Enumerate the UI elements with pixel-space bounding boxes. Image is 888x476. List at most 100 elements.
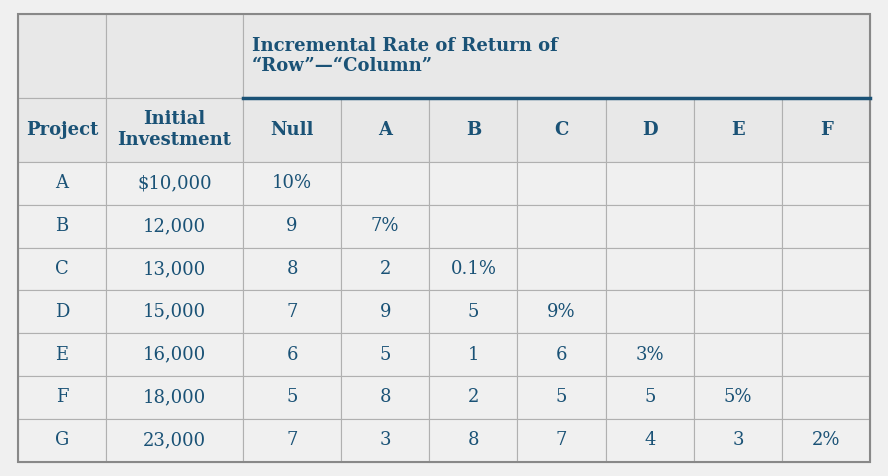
Bar (782, 205, 870, 248)
Text: 6: 6 (556, 346, 567, 364)
Bar (782, 333, 870, 376)
Bar (429, 162, 518, 205)
Text: $10,000: $10,000 (138, 174, 212, 192)
Bar (341, 248, 429, 290)
Text: E: E (55, 346, 68, 364)
Text: 5: 5 (644, 388, 655, 407)
Bar (106, 333, 243, 376)
Bar (18, 162, 106, 205)
Text: 23,000: 23,000 (143, 431, 206, 449)
Bar (694, 248, 782, 290)
Text: D: D (55, 303, 69, 321)
Text: Incremental Rate of Return of
“Row”—“Column”: Incremental Rate of Return of “Row”—“Col… (252, 37, 558, 75)
Bar (106, 290, 243, 333)
Bar (694, 290, 782, 333)
Bar (341, 205, 429, 248)
Bar (694, 162, 782, 205)
Bar (18, 98, 106, 162)
Bar (782, 98, 870, 162)
Text: 9%: 9% (547, 303, 576, 321)
Text: E: E (731, 121, 745, 139)
Text: Initial
Investment: Initial Investment (117, 110, 232, 149)
Bar (606, 290, 694, 333)
Bar (18, 419, 106, 462)
Bar (106, 98, 243, 162)
Text: 7: 7 (287, 431, 297, 449)
Text: 13,000: 13,000 (143, 260, 206, 278)
Text: C: C (554, 121, 569, 139)
Text: 6: 6 (286, 346, 297, 364)
Bar (341, 162, 429, 205)
Bar (243, 333, 341, 376)
Bar (106, 419, 243, 462)
Bar (606, 205, 694, 248)
Bar (243, 248, 341, 290)
Text: 15,000: 15,000 (143, 303, 206, 321)
Text: 8: 8 (379, 388, 391, 407)
Text: F: F (820, 121, 833, 139)
Bar (518, 162, 606, 205)
Bar (106, 162, 243, 205)
Text: 5: 5 (379, 346, 391, 364)
Text: 16,000: 16,000 (143, 346, 206, 364)
Bar (694, 376, 782, 419)
Bar (429, 419, 518, 462)
Bar (18, 290, 106, 333)
Text: 5: 5 (468, 303, 480, 321)
Bar (606, 248, 694, 290)
Text: 7: 7 (287, 303, 297, 321)
Text: 2: 2 (468, 388, 480, 407)
Bar (243, 14, 870, 98)
Bar (106, 14, 243, 98)
Text: A: A (378, 121, 392, 139)
Bar (243, 290, 341, 333)
Text: 9: 9 (286, 217, 297, 235)
Bar (429, 98, 518, 162)
Bar (694, 98, 782, 162)
Text: Null: Null (271, 121, 313, 139)
Bar (18, 376, 106, 419)
Bar (243, 205, 341, 248)
Text: 5: 5 (556, 388, 567, 407)
Bar (341, 333, 429, 376)
Bar (429, 248, 518, 290)
Bar (429, 333, 518, 376)
Bar (243, 419, 341, 462)
Bar (606, 419, 694, 462)
Bar (429, 205, 518, 248)
Bar (694, 419, 782, 462)
Bar (606, 376, 694, 419)
Bar (341, 376, 429, 419)
Text: 0.1%: 0.1% (450, 260, 496, 278)
Text: 18,000: 18,000 (143, 388, 206, 407)
Bar (18, 205, 106, 248)
Bar (341, 98, 429, 162)
Bar (518, 333, 606, 376)
Bar (18, 14, 106, 98)
Bar (694, 205, 782, 248)
Text: 3%: 3% (636, 346, 664, 364)
Text: 7: 7 (556, 431, 567, 449)
Bar (782, 290, 870, 333)
Text: 2: 2 (379, 260, 391, 278)
Text: 9: 9 (379, 303, 391, 321)
Bar (106, 205, 243, 248)
Bar (518, 248, 606, 290)
Text: C: C (55, 260, 68, 278)
Text: 3: 3 (733, 431, 744, 449)
Bar (518, 376, 606, 419)
Bar (782, 419, 870, 462)
Bar (606, 333, 694, 376)
Text: 4: 4 (644, 431, 655, 449)
Bar (518, 419, 606, 462)
Text: 8: 8 (286, 260, 297, 278)
Text: 3: 3 (379, 431, 391, 449)
Text: 2%: 2% (812, 431, 840, 449)
Bar (518, 290, 606, 333)
Text: 1: 1 (468, 346, 480, 364)
Text: Project: Project (26, 121, 98, 139)
Text: 8: 8 (468, 431, 480, 449)
Text: G: G (55, 431, 69, 449)
Text: 5: 5 (287, 388, 297, 407)
Text: F: F (56, 388, 68, 407)
